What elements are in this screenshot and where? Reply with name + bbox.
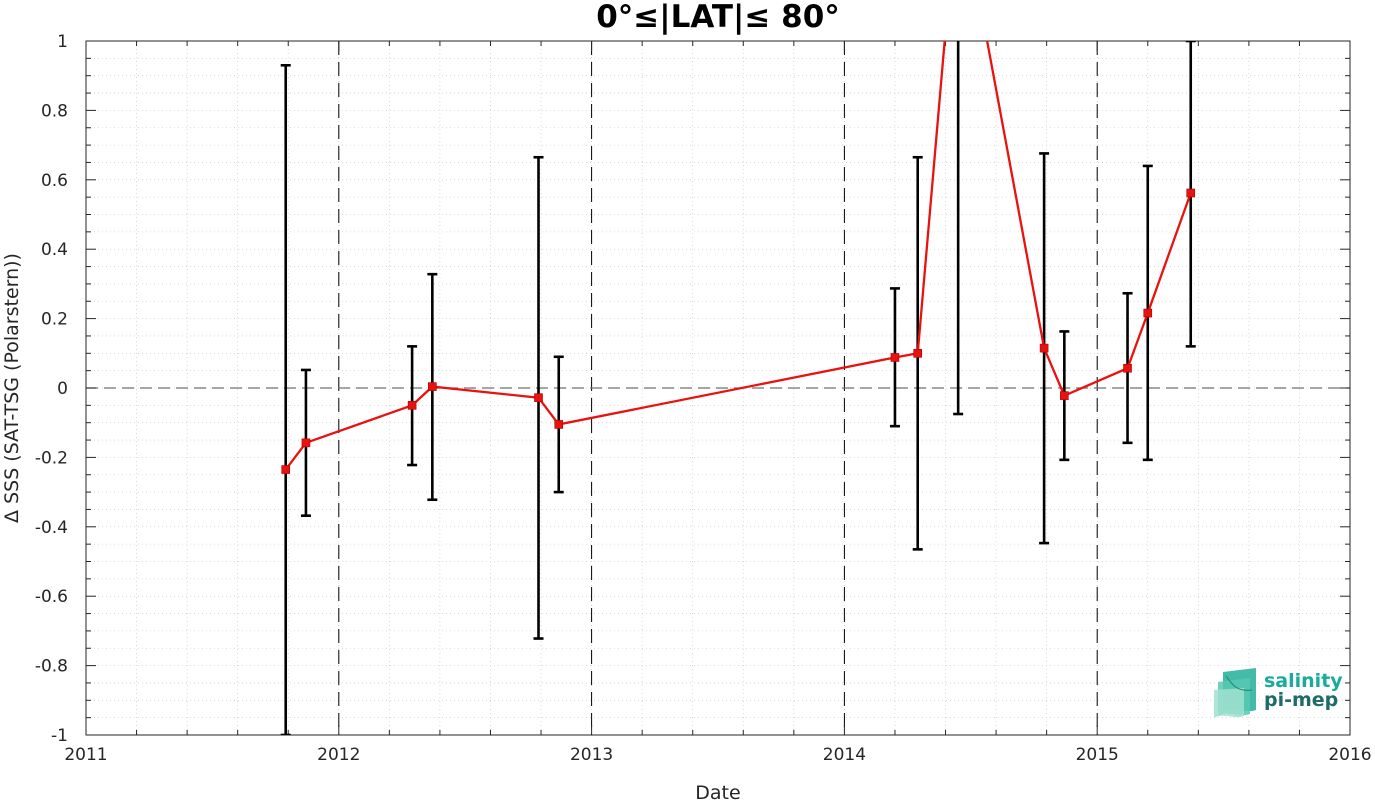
x-tick-labels: 2011 2012 2013 2014 2015 2016 xyxy=(64,745,1371,765)
y-tick-label: 1 xyxy=(57,32,68,52)
y-tick-label: -0.6 xyxy=(35,587,68,607)
y-tick-label: -1 xyxy=(51,726,68,746)
x-tick-label: 2013 xyxy=(570,745,613,765)
data-point-marker xyxy=(1123,363,1132,373)
logo-text-salinity: salinity xyxy=(1264,670,1343,692)
x-tick-label: 2012 xyxy=(317,745,360,765)
data-markers xyxy=(281,188,1196,474)
x-tick-label: 2011 xyxy=(64,745,107,765)
data-point-marker xyxy=(407,401,417,410)
y-tick-label: 0 xyxy=(57,379,68,399)
data-point-marker xyxy=(554,420,564,429)
x-tick-label: 2015 xyxy=(1076,745,1119,765)
logo-text-pi-mep: pi-mep xyxy=(1264,689,1338,711)
data-point-marker xyxy=(1143,308,1153,318)
data-point-marker xyxy=(281,465,291,474)
x-axis-label: Date xyxy=(695,782,740,801)
y-tick-label: 0.4 xyxy=(41,240,68,260)
series-line xyxy=(284,41,1192,471)
x-tick-label: 2014 xyxy=(823,745,866,765)
salinity-pi-mep-logo: salinity pi-mep xyxy=(1214,668,1343,718)
y-tick-label: 0.6 xyxy=(41,171,68,191)
data-point-marker xyxy=(1186,188,1196,198)
data-point-marker xyxy=(890,353,900,362)
axis-tick-marks xyxy=(85,40,1351,736)
y-tick-label: -0.4 xyxy=(35,518,68,538)
data-point-marker xyxy=(1060,391,1069,400)
data-point-marker xyxy=(913,348,923,358)
data-point-marker xyxy=(301,438,311,448)
chart-title: 0°≤|LAT|≤ 80° xyxy=(596,0,840,35)
y-axis-label: Δ SSS (SAT-TSG (Polarstern)) xyxy=(1,253,23,523)
y-tick-labels: -1 -0.8 -0.6 -0.4 -0.2 0 0.2 0.4 0.6 0.8 1 xyxy=(35,32,68,746)
data-point-marker xyxy=(534,393,543,403)
y-tick-label: 0.2 xyxy=(41,310,68,330)
x-tick-label: 2016 xyxy=(1328,745,1371,765)
data-point-marker xyxy=(428,382,437,391)
data-point-marker xyxy=(1039,343,1049,353)
logo-waves-icon xyxy=(1214,668,1256,718)
y-tick-label: -0.2 xyxy=(35,448,68,468)
y-tick-label: 0.8 xyxy=(41,101,68,121)
y-tick-label: -0.8 xyxy=(35,657,68,677)
